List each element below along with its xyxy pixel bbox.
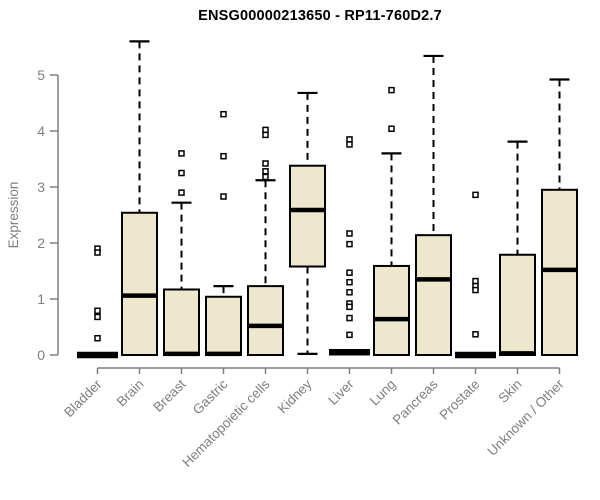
outlier-point [178,150,185,157]
box-rect [163,288,200,357]
outlier-point [472,191,479,199]
x-tick-label: Lung [367,377,399,409]
outlier-point [262,168,269,175]
outlier-point [346,314,353,322]
box-prostate [455,191,496,359]
outlier-point [346,303,353,311]
outlier-point [94,334,101,342]
box-rect [373,264,410,356]
box-rect [121,211,158,356]
x-tick-label: Pancreas [390,376,441,427]
outlier-point [262,173,269,181]
outlier-point [94,313,101,321]
x-tick-label: Gastric [190,376,231,417]
outlier-point [94,307,101,315]
box-rect [415,234,452,356]
y-tick-label: 5 [37,67,45,83]
box-rect [541,188,578,356]
y-tick-label: 3 [37,179,45,195]
box-rect [247,285,284,356]
x-tick-label: Kidney [275,376,315,416]
box-rect [205,295,242,357]
box-bladder [77,245,118,359]
outlier-point [94,249,101,256]
outlier-point [262,160,269,167]
y-tick-label: 0 [37,347,45,363]
box-kidney [289,91,326,355]
y-axis-title: Expression [6,182,21,249]
outlier-point [472,286,479,294]
outlier-point [262,126,269,134]
outlier-point [346,141,353,148]
box-pancreas [415,54,452,356]
chart-title: ENSG00000213650 - RP11-760D2.7 [198,8,442,24]
box-liver [329,136,370,356]
outlier-point [346,240,353,248]
box-brain [121,40,158,356]
outlier-point [472,331,479,338]
outlier-point [346,331,353,339]
box-rect [289,164,326,268]
box-unknown-other [541,78,578,356]
outlier-point [178,169,185,177]
x-tick-label: Brain [114,377,147,410]
outlier-point [346,289,353,296]
outlier-point [388,125,395,133]
x-tick-label: Liver [325,376,357,408]
outlier-point [220,110,227,118]
y-axis: 0 1 2 3 4 5 Expression [6,67,59,363]
x-tick-label: Breast [150,376,188,414]
outlier-point [220,152,227,160]
y-tick-label: 1 [37,291,45,307]
y-tick-label: 2 [37,235,45,251]
outlier-point [346,136,353,143]
box-hematopoietic-cells [247,126,284,356]
box-skin [499,140,536,356]
outlier-point [472,277,479,285]
outlier-point [178,189,185,196]
outlier-point [346,269,353,276]
box-lung [373,86,410,356]
outlier-point [220,193,227,200]
box-rect [499,253,536,356]
y-tick-label: 4 [37,123,45,139]
outlier-point [346,278,353,286]
box-gastric [205,110,242,357]
outlier-point [388,86,395,94]
box-breast [163,150,200,357]
x-tick-label: Unknown / Other [484,376,567,459]
outlier-point [262,131,269,139]
outlier-point [346,230,353,237]
x-tick-label: Skin [495,377,524,406]
x-tick-label: Bladder [61,376,105,420]
x-tick-label: Prostate [436,377,482,423]
